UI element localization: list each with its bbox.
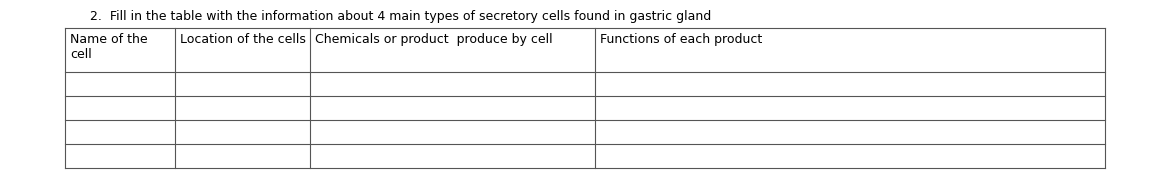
- Text: Functions of each product: Functions of each product: [600, 33, 762, 46]
- Text: 2.  Fill in the table with the information about 4 main types of secretory cells: 2. Fill in the table with the informatio…: [90, 10, 711, 23]
- Text: Location of the cells: Location of the cells: [180, 33, 305, 46]
- Text: Chemicals or product  produce by cell: Chemicals or product produce by cell: [315, 33, 552, 46]
- Text: Name of the
cell: Name of the cell: [70, 33, 147, 61]
